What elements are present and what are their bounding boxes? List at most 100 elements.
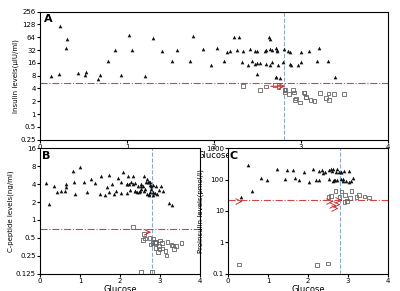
Point xyxy=(142,236,148,241)
Point xyxy=(141,189,147,193)
Point xyxy=(249,188,255,193)
Point xyxy=(282,88,288,93)
Point xyxy=(178,241,185,246)
Point xyxy=(244,63,251,67)
Point xyxy=(252,49,258,54)
Point xyxy=(314,58,320,63)
Point xyxy=(150,237,156,242)
Point xyxy=(303,95,309,99)
Point xyxy=(342,193,348,197)
Point xyxy=(149,241,156,245)
Point xyxy=(155,249,161,254)
Point xyxy=(325,91,332,96)
Point xyxy=(158,183,164,188)
Point xyxy=(277,75,284,80)
Point xyxy=(331,178,338,182)
Point xyxy=(292,96,299,101)
Point xyxy=(313,177,320,182)
Point xyxy=(249,59,255,63)
Point xyxy=(267,47,274,51)
Point xyxy=(338,170,344,175)
Point xyxy=(334,167,340,171)
Point xyxy=(230,34,237,39)
Point xyxy=(332,189,339,193)
Point xyxy=(330,167,336,172)
Point xyxy=(331,91,337,96)
Point xyxy=(166,200,172,205)
Point xyxy=(46,201,53,206)
Point xyxy=(326,168,332,172)
Point xyxy=(282,177,288,181)
Point xyxy=(240,84,246,88)
Point xyxy=(136,189,143,194)
Point xyxy=(120,170,126,174)
Point xyxy=(331,178,337,182)
Point xyxy=(142,187,148,191)
Point xyxy=(221,59,227,63)
Point xyxy=(132,189,138,194)
Point xyxy=(329,169,335,174)
Point xyxy=(48,73,54,78)
Point xyxy=(238,60,245,65)
Point xyxy=(310,167,317,171)
Point xyxy=(71,180,78,184)
Point xyxy=(62,189,68,193)
Point xyxy=(280,47,287,52)
Point xyxy=(314,262,320,267)
Y-axis label: C-peptide levels(ng/ml): C-peptide levels(ng/ml) xyxy=(8,170,14,252)
Point xyxy=(208,63,214,68)
Point xyxy=(340,176,346,181)
Point xyxy=(307,97,314,102)
Point xyxy=(144,191,150,196)
Point xyxy=(340,168,347,173)
Point xyxy=(150,36,157,40)
Point xyxy=(316,178,322,183)
Point xyxy=(130,225,136,230)
Point xyxy=(292,98,298,102)
Point xyxy=(108,182,115,187)
Point xyxy=(150,192,156,197)
X-axis label: Glucose: Glucose xyxy=(291,285,325,291)
Point xyxy=(146,183,153,187)
X-axis label: Glucose: Glucose xyxy=(103,285,137,291)
Point xyxy=(290,87,296,92)
Point xyxy=(326,177,332,182)
Point xyxy=(126,33,133,38)
X-axis label: Glucose: Glucose xyxy=(197,151,231,160)
Point xyxy=(275,85,282,89)
Point xyxy=(152,240,158,244)
Point xyxy=(112,48,118,53)
Point xyxy=(135,184,141,189)
Point xyxy=(162,249,169,253)
Point xyxy=(62,181,69,186)
Point xyxy=(146,180,152,184)
Point xyxy=(72,191,78,196)
Point xyxy=(168,203,175,207)
Point xyxy=(129,47,136,52)
Point xyxy=(159,240,166,245)
Point xyxy=(164,239,171,244)
Point xyxy=(346,169,352,174)
Point xyxy=(174,48,180,53)
Point xyxy=(336,169,342,174)
Point xyxy=(341,92,347,96)
Point xyxy=(301,91,308,95)
Point xyxy=(236,35,242,39)
Point xyxy=(159,246,166,251)
Point xyxy=(258,175,264,180)
Point xyxy=(280,60,286,65)
Point xyxy=(63,185,70,189)
Point xyxy=(157,238,163,243)
Point xyxy=(288,63,294,68)
Point xyxy=(105,59,111,63)
Point xyxy=(173,244,179,249)
Point xyxy=(136,189,143,194)
Text: B: B xyxy=(42,151,50,161)
Point xyxy=(236,262,242,267)
Y-axis label: Proinsulin levels(pmol/l): Proinsulin levels(pmol/l) xyxy=(198,169,204,253)
Point xyxy=(144,176,150,181)
Point xyxy=(168,243,174,248)
Point xyxy=(266,34,273,39)
Point xyxy=(262,48,269,52)
Point xyxy=(340,179,346,184)
